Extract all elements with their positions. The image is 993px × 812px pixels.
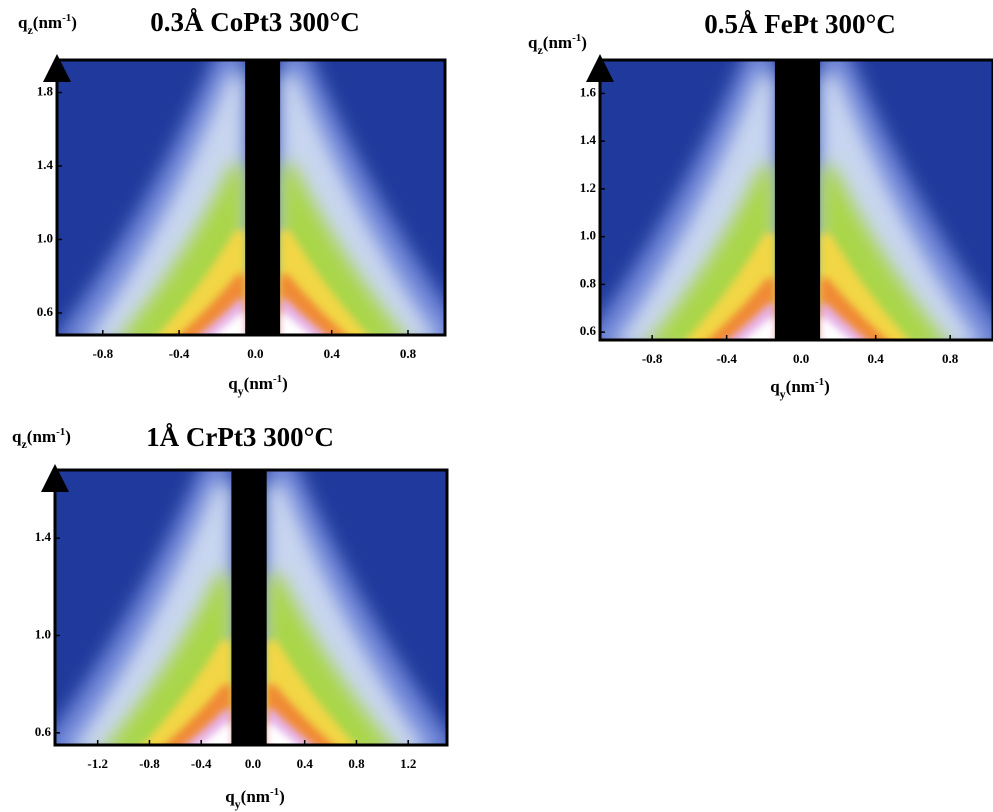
x-tick-label: -0.8 — [642, 351, 663, 366]
heatmap-image — [600, 60, 993, 340]
plot-frame — [598, 58, 993, 342]
x-tick-label: -0.8 — [92, 346, 113, 361]
scatter-intensity — [214, 313, 246, 335]
y-tick-label: 1.4 — [37, 157, 54, 172]
x-tick-label: 0.4 — [324, 346, 341, 361]
x-tick-label: -0.8 — [139, 756, 160, 771]
x-tick-label: -0.4 — [716, 351, 737, 366]
y-tick-label: 1.0 — [580, 228, 596, 243]
axis-label-part: z — [537, 43, 543, 57]
axis-label-part: q — [528, 33, 538, 52]
axis-arrow — [586, 54, 614, 82]
y-tick-label: 1.0 — [37, 230, 53, 245]
axis-label-part: q — [12, 427, 22, 446]
axis-label-part: -1 — [56, 426, 65, 438]
chart-title: 0.3Å CoPt3 300°C — [150, 7, 360, 37]
x-tick-label: 1.2 — [400, 756, 416, 771]
x-tick-label: -0.4 — [191, 756, 212, 771]
axis-label-part: q — [228, 374, 238, 393]
axis-label-part: (nm — [543, 33, 572, 52]
axis-label-part: (nm — [244, 374, 273, 393]
axis-label: qy(nm-1) — [770, 376, 830, 401]
axis-label-part: z — [21, 437, 27, 451]
y-tick-label: 1.8 — [37, 83, 54, 98]
axis-label-part: z — [27, 23, 33, 37]
axis-label: qy(nm-1) — [228, 373, 288, 398]
y-tick-label: 1.4 — [580, 132, 597, 147]
axis-label-part: ) — [282, 374, 288, 393]
x-tick-label: 0.4 — [297, 756, 314, 771]
axis-label-part: ) — [279, 787, 285, 806]
axis-label-part: ) — [824, 377, 830, 396]
beam-stop — [774, 60, 821, 340]
y-tick-label: 1.6 — [580, 84, 597, 99]
axis-label-part: q — [225, 787, 235, 806]
axis-label-part: -1 — [572, 32, 581, 44]
axis-label-part: y — [238, 384, 244, 398]
scatter-intensity — [266, 723, 298, 745]
y-tick-label: 0.6 — [37, 304, 54, 319]
beam-stop — [245, 60, 281, 335]
axis-label-part: y — [780, 387, 786, 401]
axis-arrow — [43, 54, 71, 82]
y-tick-label: 0.8 — [580, 275, 597, 290]
x-tick-label: 0.0 — [245, 756, 261, 771]
axis-label-part: ) — [71, 13, 77, 32]
axis-label-part: (nm — [27, 427, 56, 446]
x-tick-label: 0.4 — [868, 351, 885, 366]
x-tick-label: 0.0 — [247, 346, 263, 361]
axis-label-part: q — [770, 377, 780, 396]
x-tick-label: 0.0 — [793, 351, 809, 366]
chart-title: 0.5Å FePt 300°C — [704, 9, 896, 39]
heatmap-image — [55, 470, 447, 745]
axis-label-part: ) — [581, 33, 587, 52]
x-tick-label: 0.8 — [942, 351, 959, 366]
axis-arrow — [41, 464, 69, 492]
axis-label-part: -1 — [273, 373, 282, 385]
axis-label-part: -1 — [270, 786, 279, 798]
plot-frame — [55, 58, 447, 337]
heatmap-image — [57, 60, 445, 335]
axis-label-part: -1 — [815, 376, 824, 388]
axis-label-part: (nm — [33, 13, 62, 32]
axis-label-part: q — [18, 13, 28, 32]
axis-label-part: -1 — [62, 12, 71, 24]
axis-label-part: y — [235, 797, 241, 811]
y-tick-label: 0.6 — [35, 724, 52, 739]
y-tick-label: 1.4 — [35, 529, 52, 544]
plot-frame — [53, 468, 449, 747]
x-tick-label: 0.8 — [400, 346, 417, 361]
scatter-intensity — [200, 723, 232, 745]
axis-label: qy(nm-1) — [225, 786, 285, 811]
axis-label-part: ) — [65, 427, 71, 446]
axis-label-part: (nm — [786, 377, 815, 396]
x-tick-label: -0.4 — [169, 346, 190, 361]
y-tick-label: 0.6 — [580, 323, 597, 338]
axis-label: qz(nm-1) — [12, 426, 71, 451]
beam-stop — [231, 470, 267, 745]
y-tick-label: 1.2 — [580, 180, 596, 195]
scatter-intensity — [743, 317, 775, 340]
x-tick-label: 0.8 — [348, 756, 365, 771]
x-tick-label: -1.2 — [87, 756, 108, 771]
axis-label: qz(nm-1) — [528, 32, 587, 57]
scatter-intensity — [280, 313, 311, 335]
chart-title: 1Å CrPt3 300°C — [146, 422, 334, 452]
axis-label: qz(nm-1) — [18, 12, 77, 37]
scatter-intensity — [820, 317, 852, 340]
y-tick-label: 1.0 — [35, 626, 51, 641]
axis-label-part: (nm — [241, 787, 270, 806]
